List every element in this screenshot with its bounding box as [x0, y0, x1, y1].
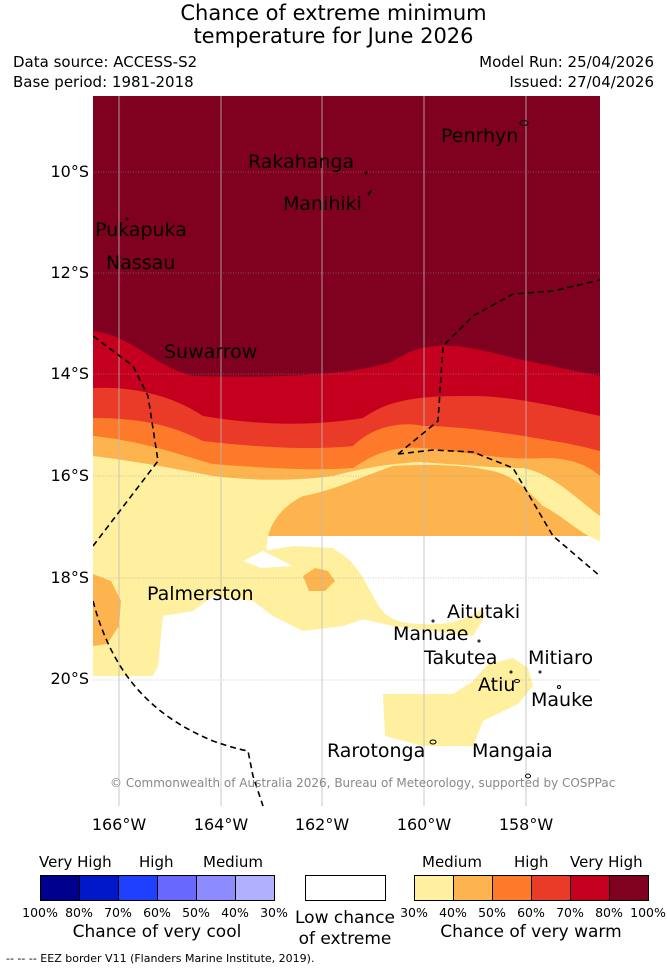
- place-aitutaki: Aitutaki: [447, 601, 521, 623]
- base-period: Base period: 1981-2018: [13, 73, 194, 91]
- place-suwarrow: Suwarrow: [164, 341, 258, 363]
- cool-tick-2: 70%: [104, 905, 132, 920]
- cool-swatch-2: [118, 875, 158, 901]
- cool-tick-1: 80%: [65, 905, 93, 920]
- model-run: Model Run: 25/04/2026: [479, 53, 654, 71]
- neutral-caption-line1: Low chance: [295, 908, 395, 928]
- place-palmerston: Palmerston: [147, 583, 254, 605]
- warm-tick-6: 100%: [630, 905, 666, 920]
- forecast-map: [93, 96, 600, 806]
- issued-date: Issued: 27/04/2026: [509, 73, 654, 91]
- place-nassau: Nassau: [106, 252, 176, 274]
- warm-swatch-2: [492, 875, 532, 901]
- cool-swatch-5: [235, 875, 275, 901]
- warm-tick-0: 30%: [400, 905, 428, 920]
- warm-tick-5: 80%: [595, 905, 623, 920]
- eez-border: [93, 279, 600, 806]
- western-edge-patch: [93, 574, 121, 646]
- cool-swatch-1: [79, 875, 119, 901]
- place-penrhyn: Penrhyn: [441, 125, 519, 147]
- map-title: Chance of extreme minimum temperature fo…: [0, 2, 667, 48]
- cool-head-high: High: [139, 853, 174, 871]
- copyright-notice: © Commonwealth of Australia 2026, Bureau…: [110, 776, 616, 790]
- lat-label-10s: 10°S: [50, 162, 89, 181]
- warm-swatch-1: [453, 875, 493, 901]
- warm-swatch-5: [609, 875, 649, 901]
- warm-swatch-4: [570, 875, 610, 901]
- place-mangaia: Mangaia: [472, 740, 553, 762]
- neutral-legend-caption: Low chance of extreme: [285, 908, 405, 950]
- lat-label-12s: 12°S: [50, 263, 89, 282]
- map-title-line1: Chance of extreme minimum: [180, 1, 487, 25]
- place-atiu: Atiu: [478, 674, 516, 696]
- place-takutea: Takutea: [424, 647, 498, 669]
- warm-tick-4: 70%: [556, 905, 584, 920]
- warm-tick-2: 50%: [478, 905, 506, 920]
- place-manihiki: Manihiki: [283, 193, 362, 215]
- lon-label-162w: 162°W: [294, 815, 350, 834]
- warm-head-very-high: Very High: [570, 853, 643, 871]
- palmerston-patch: [93, 546, 373, 676]
- cool-tick-3: 60%: [143, 905, 171, 920]
- lat-label-14s: 14°S: [50, 364, 89, 383]
- eez-footnote: -- -- -- EEZ border V11 (Flanders Marine…: [6, 952, 315, 965]
- cool-tick-0: 100%: [22, 905, 58, 920]
- cool-tick-4: 50%: [182, 905, 210, 920]
- map-title-line2: temperature for June 2026: [193, 24, 474, 48]
- cool-head-medium: Medium: [203, 853, 263, 871]
- lon-label-158w: 158°W: [498, 815, 554, 834]
- warm-legend-caption: Chance of very warm: [440, 922, 622, 942]
- neutral-caption-line2: of extreme: [298, 929, 392, 949]
- lon-label-166w: 166°W: [91, 815, 147, 834]
- warm-tick-3: 60%: [517, 905, 545, 920]
- warm-swatch-0: [414, 875, 454, 901]
- cool-legend-caption: Chance of very cool: [72, 922, 242, 942]
- data-source: Data source: ACCESS-S2: [13, 53, 198, 71]
- place-mauke: Mauke: [531, 689, 594, 711]
- cool-swatch-3: [157, 875, 197, 901]
- lat-label-20s: 20°S: [50, 669, 89, 688]
- lon-label-160w: 160°W: [396, 815, 452, 834]
- lat-label-16s: 16°S: [50, 466, 89, 485]
- warm-head-high: High: [514, 853, 549, 871]
- lon-label-164w: 164°W: [193, 815, 249, 834]
- place-pukapuka: Pukapuka: [95, 219, 187, 241]
- lat-label-18s: 18°S: [50, 568, 89, 587]
- neutral-swatch: [305, 875, 386, 901]
- island-markers: [125, 120, 561, 779]
- palmerston-warm-dot: [303, 568, 335, 591]
- place-manuae: Manuae: [393, 623, 469, 645]
- warm-head-medium: Medium: [422, 853, 482, 871]
- cool-tick-6: 30%: [260, 905, 288, 920]
- warm-swatch-3: [531, 875, 571, 901]
- low-chance-notch: [243, 551, 293, 568]
- cool-swatch-0: [40, 875, 80, 901]
- place-mitiaro: Mitiaro: [528, 647, 594, 669]
- place-rakahanga: Rakahanga: [248, 151, 355, 173]
- cool-swatch-4: [196, 875, 236, 901]
- place-rarotonga: Rarotonga: [327, 740, 426, 762]
- cool-tick-5: 40%: [221, 905, 249, 920]
- cool-head-very-high: Very High: [39, 853, 112, 871]
- warm-tick-1: 40%: [439, 905, 467, 920]
- meridian-lines: [118, 96, 527, 806]
